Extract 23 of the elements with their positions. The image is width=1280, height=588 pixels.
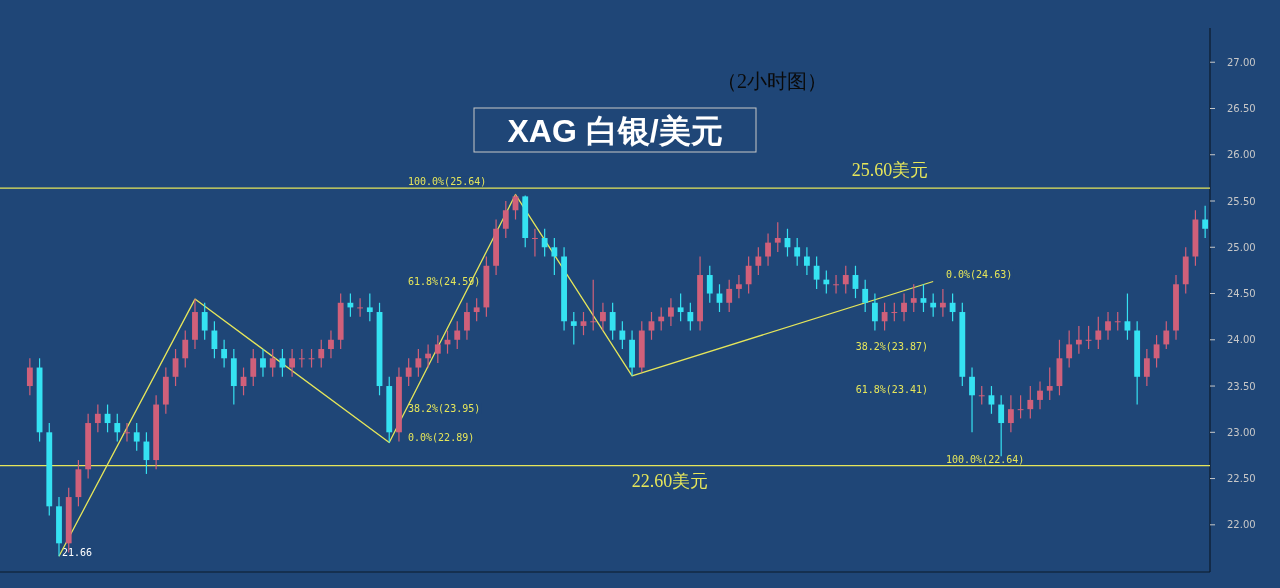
annotation: 21.66 <box>62 547 93 558</box>
y-tick-label: 22.50 <box>1227 473 1256 485</box>
y-tick-label: 24.50 <box>1227 288 1256 300</box>
y-tick-label: 23.00 <box>1227 426 1256 438</box>
y-tick-label: 27.00 <box>1227 56 1256 68</box>
y-tick-label: 26.00 <box>1227 149 1256 161</box>
y-tick-label: 25.50 <box>1227 195 1256 207</box>
y-tick-label: 26.50 <box>1227 102 1256 114</box>
annotation: 100.0%(22.64) <box>946 453 1025 465</box>
annotation: 0.0%(24.63) <box>946 269 1013 280</box>
y-tick-label: 22.00 <box>1227 519 1256 531</box>
ref-line-label: 25.60美元 <box>851 160 929 181</box>
annotation: 100.0%(25.64) <box>408 176 487 188</box>
ref-line-label: 22.60美元 <box>631 470 709 491</box>
annotation: 0.0%(22.89) <box>408 432 475 443</box>
y-tick-label: 24.00 <box>1227 334 1256 346</box>
y-tick-label: 25.00 <box>1227 241 1256 253</box>
text: XAG 白银/美元 <box>507 113 723 149</box>
annotation: 61.8%(23.41) <box>855 384 928 395</box>
text: （2小时图） <box>717 70 827 92</box>
y-tick-label: 23.50 <box>1227 380 1256 392</box>
annotation: 38.2%(23.87) <box>855 341 928 352</box>
annotation: 38.2%(23.95) <box>408 403 481 414</box>
